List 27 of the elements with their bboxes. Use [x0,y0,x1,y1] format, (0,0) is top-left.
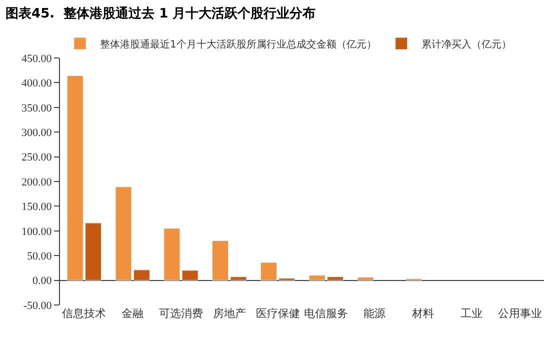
x-tick-label: 信息技术 [62,307,106,320]
x-tick-label: 工业 [460,307,482,320]
y-tick-label: 0.00 [32,275,52,288]
x-tick-label: 可选消费 [159,307,203,320]
y-tick-label: 400.00 [22,78,52,90]
chart-title: 图表45. 整体港股通过去 1 月十大活跃个股行业分布 [6,6,316,22]
bar [182,270,198,281]
x-tick-label: 公用事业 [498,307,542,320]
bar [357,277,374,281]
x-tick-label: 医疗保健 [256,307,300,320]
y-tick-label: 150.00 [22,201,52,214]
bar [164,228,180,281]
y-tick-label: 50.00 [27,250,52,262]
y-tick-label: 250.00 [22,152,52,164]
x-tick-label: 金融 [122,307,144,320]
y-tick-label: 450.00 [22,52,52,65]
x-tick-label: 房地产 [212,307,246,320]
y-tick-label: 200.00 [22,176,52,188]
legend-label: 累计净买入（亿元） [421,38,512,50]
y-tick-label: 300.00 [22,126,52,139]
x-tick-label: 能源 [364,307,386,320]
x-tick-label: 电信服务 [304,307,348,320]
y-tick-label: 100.00 [22,226,52,238]
legend-label: 整体港股通最近1个月十大活跃股所属行业总成交金额（亿元） [100,38,376,50]
y-tick-label: 350.00 [22,102,52,114]
y-tick-label: -50.00 [23,300,52,312]
x-tick-label: 材料 [411,307,434,320]
